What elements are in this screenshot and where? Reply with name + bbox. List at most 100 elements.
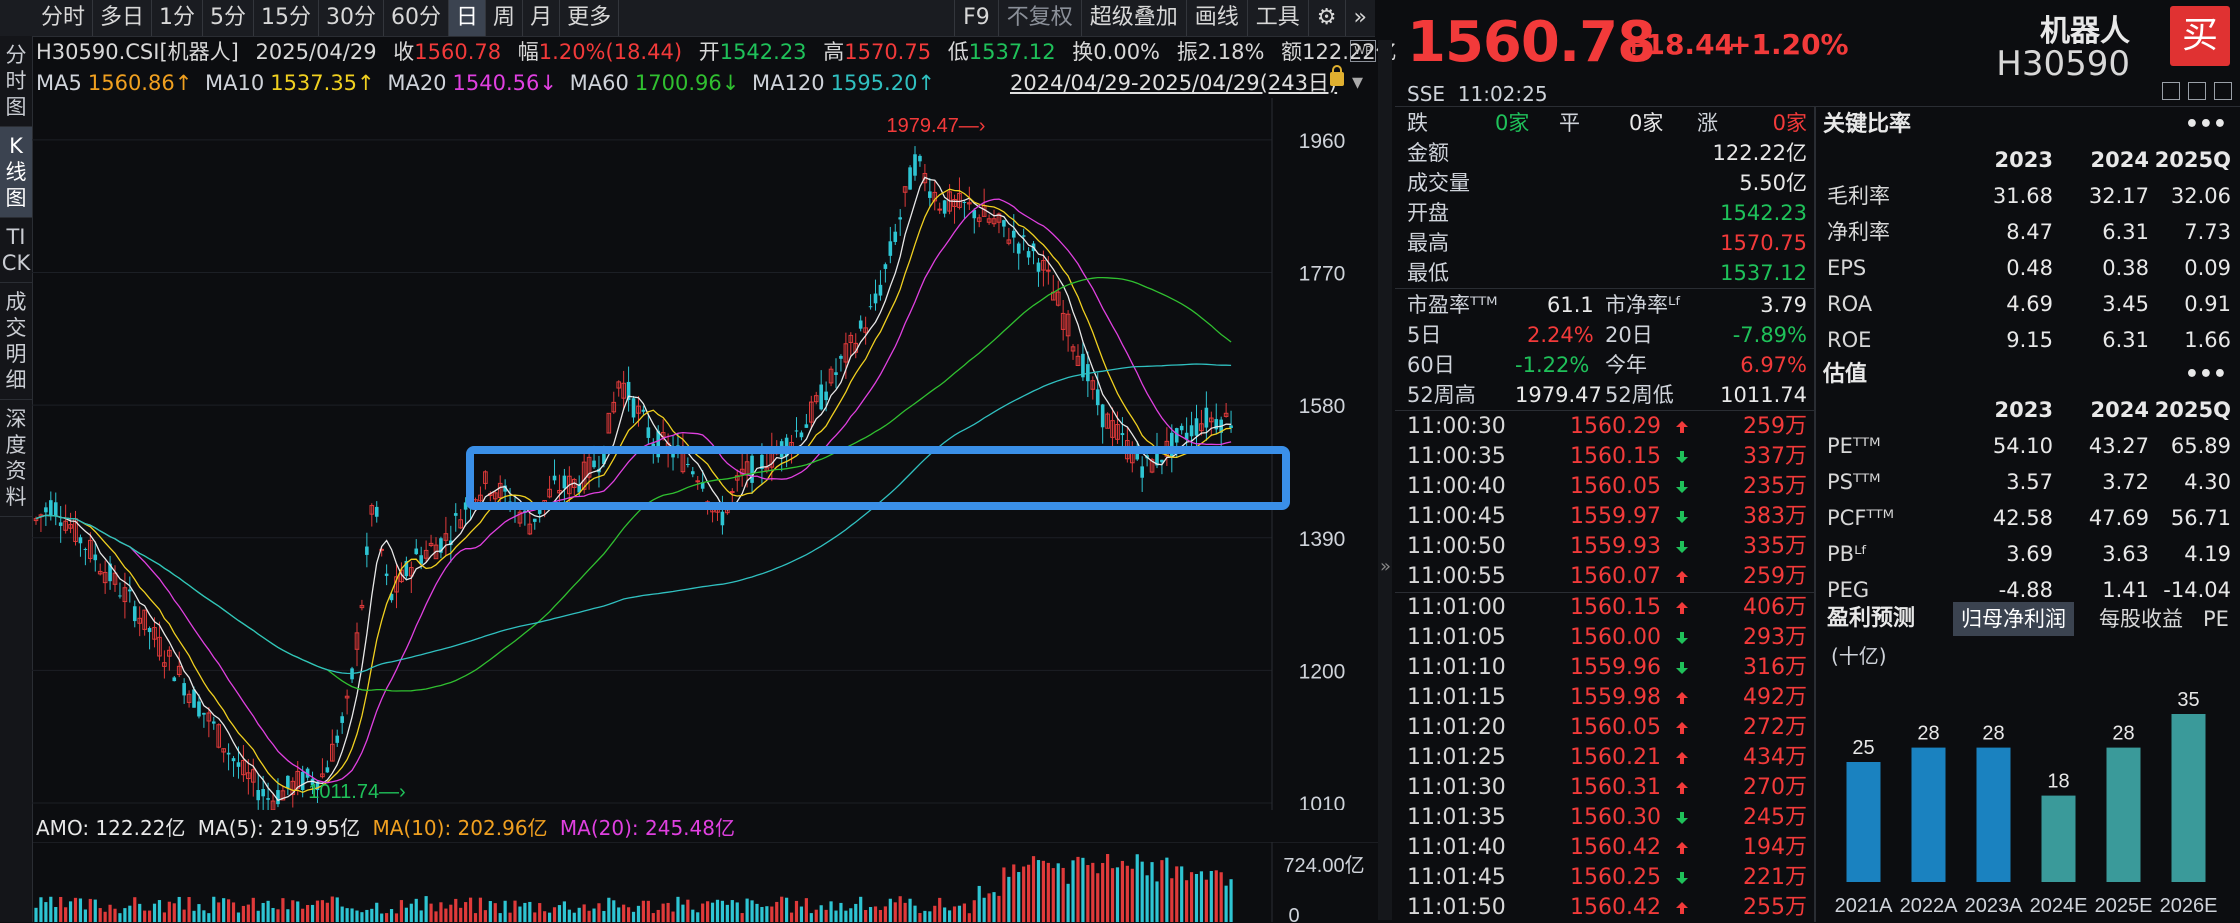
left-nav-item-3[interactable]: 成交明细 — [0, 283, 32, 400]
exchange-time: SSE 11:02:25 — [1407, 82, 1548, 106]
y-tick-label: 1390 — [1299, 528, 1346, 551]
volume-bar — [266, 900, 270, 922]
tick-row: 11:00:50 1559.93 335万 — [1407, 532, 1807, 562]
candle-body — [439, 538, 443, 553]
candle-body — [497, 482, 503, 498]
candle-body — [567, 475, 572, 495]
left-nav-item-0[interactable]: 分时图 — [0, 36, 32, 127]
left-nav-item-1[interactable]: K线图 — [0, 127, 32, 218]
tick-row: 11:00:35 1560.15 337万 — [1407, 442, 1807, 472]
chevron-down-icon[interactable]: ▾ — [1352, 70, 1364, 95]
ratio-name: PEᵀᵀᴹ — [1827, 434, 1881, 458]
candle-body — [834, 372, 838, 375]
candle-body — [883, 264, 888, 269]
volume-bar — [552, 907, 557, 922]
adjust-button[interactable]: 不复权 — [997, 0, 1081, 36]
period-tab-10[interactable]: 更多 — [560, 0, 620, 36]
volume-bar — [483, 910, 487, 922]
y-tick-label: 1960 — [1299, 130, 1346, 153]
period-tab-8[interactable]: 周 — [486, 0, 524, 36]
tab-pe[interactable]: PE — [2203, 607, 2229, 631]
tick-row: 11:01:45 1560.25 221万 — [1407, 863, 1807, 893]
candle-body — [868, 306, 873, 308]
period-tab-5[interactable]: 30分 — [319, 0, 385, 36]
y-tick-label: 1200 — [1299, 660, 1346, 683]
period-tabs: 分时 多日 1分 5分 15分 30分 60分日周月更多 — [34, 0, 620, 36]
more-icon[interactable]: ••• — [2184, 112, 2227, 137]
period-tab-9[interactable]: 月 — [523, 0, 561, 36]
volume-bar — [518, 906, 522, 922]
candle-body — [991, 218, 997, 225]
period-tab-2[interactable]: 1分 — [152, 0, 204, 36]
volume-bar — [64, 907, 68, 922]
forecast-category-label: 2026E — [2160, 895, 2218, 917]
wp-icon[interactable]: WP — [1350, 40, 1376, 62]
quote-label: 开盘 — [1407, 201, 1449, 225]
quote-date: 2025/04/29 — [255, 40, 377, 64]
candle-body — [1199, 423, 1204, 432]
ma60-line — [35, 276, 1232, 692]
panel-splitter[interactable] — [1378, 40, 1392, 920]
buy-button[interactable]: 买 — [2170, 6, 2230, 66]
candle-body — [241, 759, 246, 776]
window-icon[interactable] — [2188, 82, 2206, 100]
volume-bar — [622, 904, 626, 922]
last-price: 1560.78 — [1407, 10, 1656, 75]
quote-time: 11:02:25 — [1457, 82, 1548, 106]
tick-volume: 255万 — [1743, 895, 1807, 920]
pe-pb-row: 市盈率ᵀᵀᴹ 61.1 市净率ᴸᶠ 3.79 — [1407, 290, 1807, 320]
overlay-button[interactable]: 超级叠加 — [1080, 0, 1186, 36]
draw-button[interactable]: 画线 — [1185, 0, 1247, 36]
more-icon[interactable]: ••• — [2184, 362, 2227, 387]
tab-net-profit[interactable]: 归母净利润 — [1953, 602, 2074, 636]
volume-bar — [928, 911, 932, 922]
ma5-value: 1560.86↑ — [87, 71, 193, 95]
volume-bar — [1002, 867, 1006, 922]
volume-bar — [577, 907, 581, 922]
tools-button[interactable]: 工具 — [1246, 0, 1308, 36]
candle-body — [374, 506, 379, 517]
volume-bar — [1106, 854, 1110, 922]
candle-body — [636, 405, 641, 414]
period-tab-6[interactable]: 60分 — [384, 0, 450, 36]
period-tab-4[interactable]: 15分 — [254, 0, 320, 36]
tick-row: 11:01:40 1560.42 194万 — [1407, 833, 1807, 863]
edit-icon[interactable] — [2162, 82, 2180, 100]
candle-body — [300, 771, 305, 791]
lock-icon[interactable] — [1330, 65, 1344, 86]
tab-eps[interactable]: 每股收益 — [2099, 607, 2183, 631]
tick-list[interactable]: 11:00:30 1560.29 259万 11:00:35 1560.15 337万 11… — [1407, 412, 1807, 923]
candle-body — [794, 430, 799, 432]
candle-body — [503, 485, 507, 492]
close-icon[interactable] — [2214, 82, 2232, 100]
volume-chart[interactable]: 724.00亿 0 — [32, 842, 1378, 922]
volume-bar — [503, 900, 507, 922]
candle-body — [1041, 260, 1046, 271]
candle-body — [1229, 425, 1233, 429]
candle-body — [492, 492, 498, 500]
expand-icon[interactable]: » — [1344, 0, 1375, 36]
f9-button[interactable]: F9 — [954, 0, 998, 36]
volume-bar — [1150, 862, 1154, 922]
ratio-value: 65.89 — [2170, 434, 2231, 458]
volume-bar — [1022, 866, 1026, 922]
tick-price: 1560.25 — [1570, 865, 1661, 890]
candle-body — [132, 606, 137, 622]
period-tab-1[interactable]: 多日 — [93, 0, 153, 36]
d20-label: 20日 — [1605, 323, 1653, 347]
candle-body — [137, 617, 143, 624]
settings-gear-icon[interactable]: ⚙ — [1307, 0, 1345, 36]
period-tab-7[interactable]: 日 — [449, 0, 487, 36]
tick-volume: 259万 — [1743, 414, 1807, 439]
arrow-down-icon — [1676, 451, 1688, 463]
left-nav-item-4[interactable]: 深度资料 — [0, 400, 32, 517]
volume-bar — [799, 906, 804, 922]
tick-volume: 194万 — [1743, 835, 1807, 860]
kline-chart[interactable]: 1960 1770 1580 1390 1200 1010 1979.47—› 1011.74… — [32, 98, 1378, 810]
period-tab-0[interactable]: 分时 — [34, 0, 94, 36]
date-range[interactable]: 2024/04/29-2025/04/29(243日) — [1010, 71, 1338, 95]
volume-bar — [671, 911, 675, 922]
left-nav-item-2[interactable]: TICK — [0, 218, 32, 283]
period-tab-3[interactable]: 5分 — [203, 0, 255, 36]
collapse-arrow-icon[interactable]: » — [1380, 556, 1392, 577]
